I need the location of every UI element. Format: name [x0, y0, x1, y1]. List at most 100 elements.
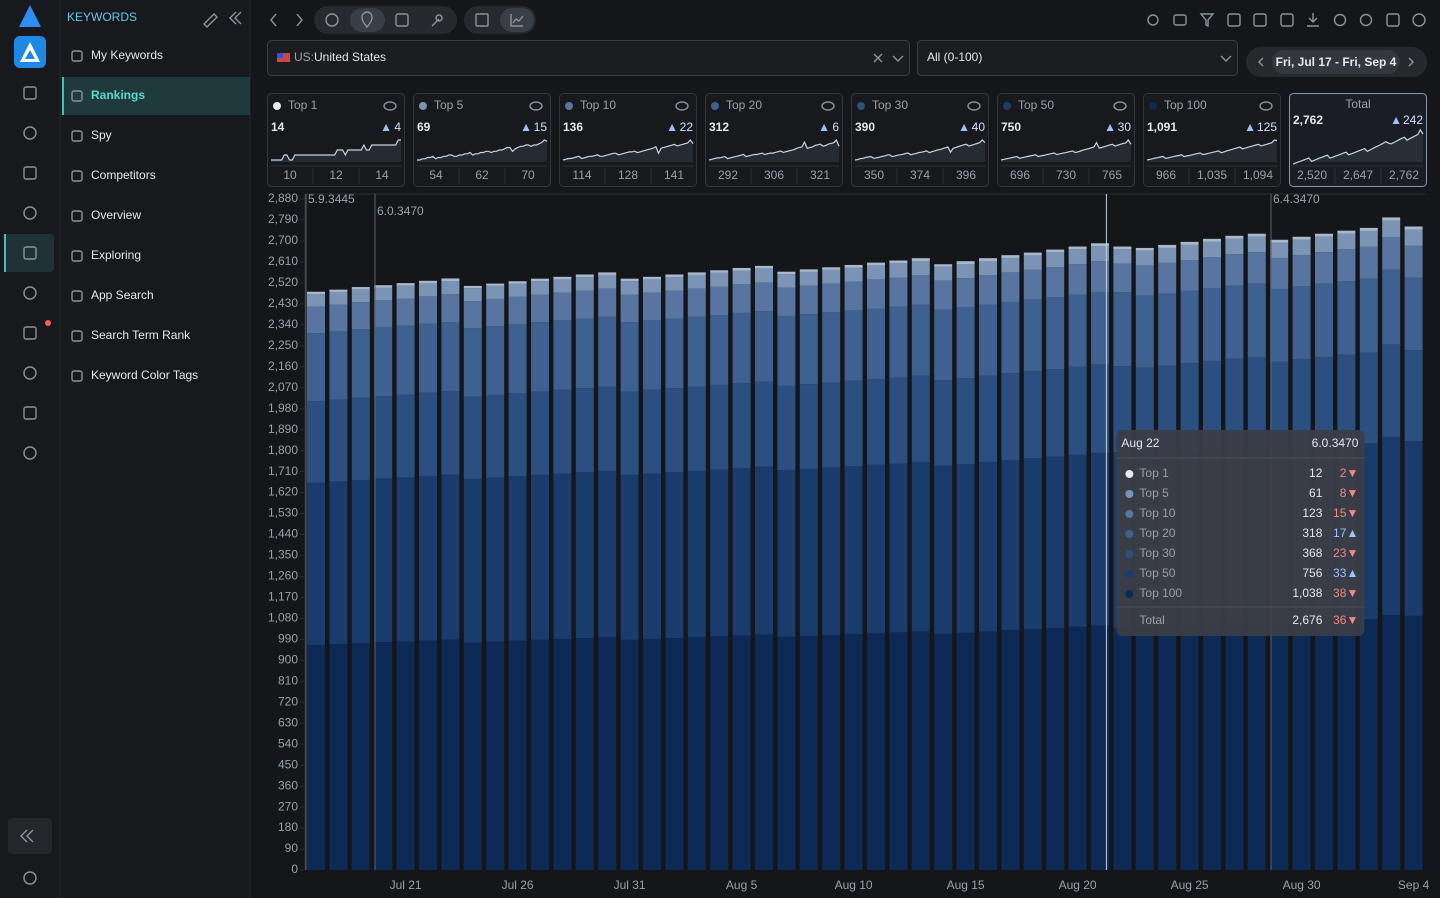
app-logo[interactable]	[14, 36, 46, 68]
filter-icon[interactable]	[1199, 13, 1215, 28]
tool-icon[interactable]	[1253, 13, 1267, 27]
summary-card[interactable]	[413, 93, 551, 187]
visibility-icon[interactable]	[1259, 101, 1273, 111]
nav-item[interactable]: Spy	[91, 128, 112, 142]
logo[interactable]	[19, 5, 41, 27]
summary-card[interactable]	[1143, 93, 1281, 187]
bar-segment	[1113, 246, 1132, 250]
clear-icon[interactable]	[873, 53, 883, 63]
bar-segment	[1135, 627, 1154, 870]
table-icon[interactable]	[475, 13, 489, 27]
chart-icon[interactable]	[510, 14, 524, 27]
visibility-icon[interactable]	[675, 101, 689, 111]
nav-item[interactable]: Overview	[91, 208, 141, 222]
visibility-icon[interactable]	[821, 101, 835, 111]
visibility-icon[interactable]	[967, 101, 981, 111]
tooltip-dot	[1125, 550, 1134, 558]
calendar-icon[interactable]	[395, 13, 409, 27]
y-tick-label: 2,700	[268, 233, 298, 247]
bar-segment	[1203, 257, 1221, 289]
tool-icon[interactable]	[1147, 14, 1159, 26]
nav-item[interactable]: Competitors	[91, 168, 156, 182]
nav-item[interactable]: Exploring	[91, 248, 141, 262]
rail-icon[interactable]	[23, 446, 37, 460]
rail-icon[interactable]	[23, 206, 37, 220]
bar-segment	[1247, 236, 1266, 253]
rail-icon[interactable]	[23, 126, 37, 140]
bar-segment	[463, 301, 482, 329]
nav-item[interactable]: App Search	[91, 288, 154, 302]
bar-segment	[1001, 373, 1020, 461]
tooltip-value: 12	[1309, 466, 1323, 480]
help-icon[interactable]	[1412, 13, 1426, 27]
tooltip-dot	[1125, 470, 1134, 478]
next-range[interactable]	[1408, 57, 1414, 67]
bar-segment	[307, 333, 325, 402]
rail-icon[interactable]	[23, 86, 37, 100]
nav-item[interactable]: Rankings	[91, 88, 145, 102]
visibility-icon[interactable]	[529, 101, 543, 111]
tool-icon[interactable]	[1173, 14, 1187, 26]
collapse-sidebar[interactable]	[229, 11, 242, 25]
rail-icon[interactable]	[23, 406, 37, 420]
download-icon[interactable]	[1307, 13, 1319, 27]
card-change: 4	[394, 120, 401, 134]
y-tick-label: 2,250	[268, 338, 298, 352]
prev-range[interactable]	[1258, 57, 1264, 67]
bar-segment	[374, 396, 393, 479]
bar-segment	[755, 268, 773, 283]
rail-icon[interactable]	[23, 286, 37, 300]
summary-card[interactable]	[997, 93, 1135, 187]
bar-segment	[934, 264, 953, 267]
y-tick-label: 2,880	[268, 191, 298, 205]
globe-icon[interactable]	[325, 13, 339, 27]
bar-segment	[598, 470, 617, 638]
tool-icon[interactable]	[1227, 13, 1241, 27]
card-value: 69	[417, 120, 431, 134]
bar-segment	[889, 277, 908, 307]
rail-icon[interactable]	[23, 326, 37, 340]
summary-card[interactable]	[559, 93, 697, 187]
tooltip-change: 17	[1333, 526, 1347, 540]
key-icon[interactable]	[431, 14, 443, 27]
bar-segment	[822, 635, 841, 870]
card-name: Top 10	[580, 98, 616, 112]
bar-segment	[463, 479, 482, 643]
summary-card[interactable]	[1289, 93, 1427, 187]
tooltip-arrow: ▼	[1347, 486, 1359, 500]
nav-item[interactable]: Search Term Rank	[91, 328, 191, 342]
settings-icon[interactable]	[1359, 13, 1373, 27]
bar-segment	[1404, 350, 1423, 442]
forward-button[interactable]	[296, 13, 303, 27]
rank-select[interactable]	[917, 40, 1238, 76]
rail-icon[interactable]	[23, 246, 37, 260]
panel-icon[interactable]	[1386, 13, 1400, 27]
account-icon[interactable]	[23, 871, 37, 885]
bar-segment	[1001, 272, 1020, 302]
refresh-icon[interactable]	[1333, 13, 1347, 27]
summary-card[interactable]	[267, 93, 405, 187]
bar-segment	[1292, 255, 1311, 287]
nav-item[interactable]: Keyword Color Tags	[91, 368, 198, 382]
country-select[interactable]	[267, 40, 910, 76]
bar-segment	[777, 470, 796, 637]
nav-item[interactable]: My Keywords	[91, 48, 163, 62]
collapse-button[interactable]	[8, 818, 52, 854]
bar-segment	[956, 261, 975, 265]
x-tick-label: Aug 20	[1059, 878, 1097, 892]
rail-icon[interactable]	[23, 166, 37, 180]
summary-card[interactable]	[705, 93, 843, 187]
edit-icon[interactable]	[203, 13, 218, 28]
copy-icon[interactable]	[1280, 13, 1294, 27]
visibility-icon[interactable]	[1113, 101, 1127, 111]
back-button[interactable]	[270, 13, 277, 27]
bar-segment	[1247, 233, 1266, 237]
visibility-icon[interactable]	[383, 101, 397, 111]
summary-card[interactable]	[851, 93, 989, 187]
rail-icon[interactable]	[23, 366, 37, 380]
bar-segment	[1023, 458, 1042, 630]
bar-segment	[1337, 281, 1356, 355]
card-arrow: ▲	[666, 120, 678, 134]
location-icon[interactable]	[361, 11, 373, 29]
bar-segment	[889, 377, 908, 464]
